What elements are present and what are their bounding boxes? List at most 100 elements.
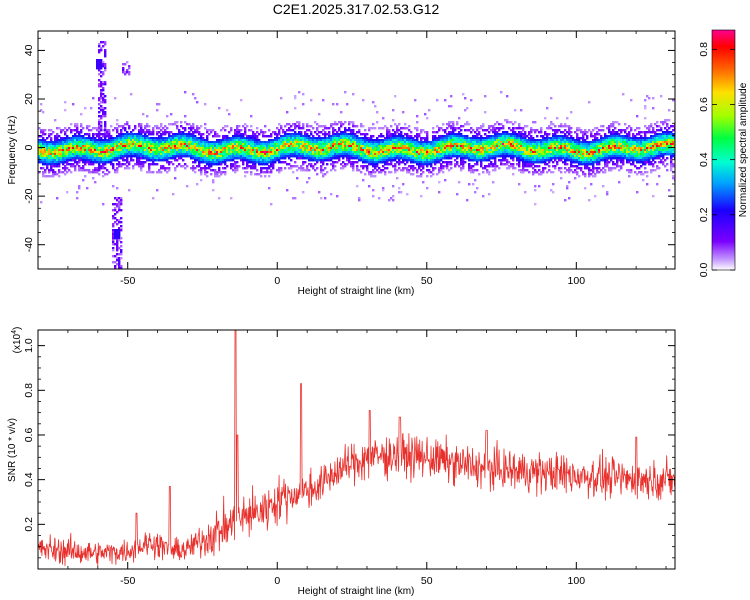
heatmap-cell bbox=[352, 129, 355, 132]
heatmap-cell bbox=[64, 151, 67, 154]
heatmap-cell bbox=[290, 165, 293, 168]
heatmap-cell bbox=[280, 135, 283, 138]
heatmap-cell bbox=[56, 147, 59, 150]
heatmap-cell bbox=[240, 153, 243, 156]
heatmap-cell bbox=[478, 131, 481, 134]
heatmap-cell bbox=[100, 91, 103, 94]
heatmap-cell bbox=[86, 133, 89, 136]
heatmap-cell bbox=[278, 153, 281, 156]
heatmap-cell bbox=[298, 167, 301, 170]
heatmap-cell bbox=[244, 153, 247, 156]
heatmap-cell bbox=[100, 41, 103, 44]
heatmap-cell bbox=[484, 137, 487, 140]
heatmap-cell bbox=[402, 111, 405, 114]
heatmap-cell bbox=[146, 149, 149, 152]
heatmap-cell bbox=[354, 143, 357, 146]
heatmap-cell bbox=[264, 147, 267, 150]
heatmap-cell bbox=[200, 161, 203, 164]
heatmap-cell bbox=[398, 161, 401, 164]
heatmap-cell bbox=[86, 155, 89, 158]
heatmap-cell bbox=[254, 143, 257, 146]
heatmap-cell bbox=[116, 203, 119, 206]
heatmap-cell bbox=[170, 155, 173, 158]
heatmap-cell bbox=[268, 157, 271, 160]
heatmap-cell bbox=[44, 175, 47, 178]
heatmap-cell bbox=[182, 141, 185, 144]
heatmap-cell bbox=[340, 163, 343, 166]
heatmap-cell bbox=[412, 167, 415, 170]
heatmap-cell bbox=[146, 115, 149, 118]
heatmap-cell bbox=[492, 169, 495, 172]
heatmap-cell bbox=[116, 241, 119, 244]
heatmap-cell bbox=[204, 151, 207, 154]
heatmap-cell bbox=[396, 153, 399, 156]
heatmap-cell bbox=[242, 133, 245, 136]
heatmap-cell bbox=[360, 139, 363, 142]
heatmap-cell bbox=[86, 187, 89, 190]
heatmap-cell bbox=[50, 161, 53, 164]
heatmap-cell bbox=[516, 151, 519, 154]
heatmap-cell bbox=[436, 131, 439, 134]
heatmap-cell bbox=[496, 137, 499, 140]
heatmap-cell bbox=[118, 151, 121, 154]
heatmap-cell bbox=[426, 149, 429, 152]
heatmap-cell bbox=[456, 149, 459, 152]
heatmap-cell bbox=[528, 143, 531, 146]
heatmap-cell bbox=[396, 131, 399, 134]
heatmap-cell bbox=[174, 141, 177, 144]
heatmap-cell bbox=[368, 137, 371, 140]
heatmap-cell bbox=[340, 123, 343, 126]
heatmap-cell bbox=[40, 139, 43, 142]
heatmap-cell bbox=[120, 225, 123, 228]
heatmap-cell bbox=[410, 143, 413, 146]
heatmap-cell bbox=[528, 165, 531, 168]
heatmap-cell bbox=[344, 153, 347, 156]
heatmap-cell bbox=[380, 145, 383, 148]
heatmap-cell bbox=[386, 131, 389, 134]
heatmap-cell bbox=[390, 133, 393, 136]
heatmap-cell bbox=[528, 163, 531, 166]
heatmap-cell bbox=[326, 147, 329, 150]
heatmap-cell bbox=[370, 173, 373, 176]
heatmap-cell bbox=[510, 147, 513, 150]
heatmap-cell bbox=[448, 161, 451, 164]
heatmap-cell bbox=[266, 135, 269, 138]
heatmap-cell bbox=[64, 173, 67, 176]
heatmap-cell bbox=[132, 139, 135, 142]
heatmap-cell bbox=[106, 145, 109, 148]
heatmap-cell bbox=[48, 157, 51, 160]
heatmap-cell bbox=[252, 145, 255, 148]
heatmap-cell bbox=[298, 141, 301, 144]
heatmap-cell bbox=[234, 143, 237, 146]
heatmap-cell bbox=[502, 151, 505, 154]
heatmap-cell bbox=[38, 143, 41, 146]
heatmap-cell bbox=[352, 145, 355, 148]
heatmap-cell bbox=[454, 141, 457, 144]
heatmap-cell bbox=[294, 137, 297, 140]
heatmap-cell bbox=[212, 145, 215, 148]
heatmap-cell bbox=[296, 141, 299, 144]
heatmap-cell bbox=[488, 131, 491, 134]
heatmap-cell bbox=[170, 151, 173, 154]
heatmap-cell bbox=[270, 155, 273, 158]
heatmap-cell bbox=[522, 139, 525, 142]
heatmap-cell bbox=[96, 169, 99, 172]
heatmap-cell bbox=[426, 163, 429, 166]
heatmap-cell bbox=[300, 131, 303, 134]
heatmap-cell bbox=[254, 151, 257, 154]
heatmap-cell bbox=[522, 155, 525, 158]
heatmap-cell bbox=[492, 155, 495, 158]
heatmap-cell bbox=[92, 163, 95, 166]
heatmap-cell bbox=[362, 159, 365, 162]
heatmap-cell bbox=[80, 143, 83, 146]
heatmap-cell bbox=[286, 145, 289, 148]
heatmap-cell bbox=[446, 143, 449, 146]
heatmap-cell bbox=[442, 157, 445, 160]
heatmap-cell bbox=[278, 129, 281, 132]
heatmap-cell bbox=[356, 141, 359, 144]
heatmap-cell bbox=[176, 133, 179, 136]
heatmap-cell bbox=[118, 267, 121, 269]
heatmap-cell bbox=[324, 159, 327, 162]
heatmap-cell bbox=[484, 147, 487, 150]
heatmap-cell bbox=[302, 153, 305, 156]
